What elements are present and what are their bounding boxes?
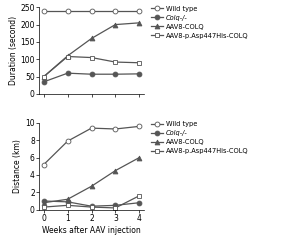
Y-axis label: Distance (km): Distance (km) [14, 139, 22, 193]
X-axis label: Weeks after AAV injection: Weeks after AAV injection [42, 226, 141, 235]
Y-axis label: Duration (second): Duration (second) [9, 16, 18, 85]
Legend: Wild type, Colq-/-, AAV8-COLQ, AAV8-p.Asp447His-COLQ: Wild type, Colq-/-, AAV8-COLQ, AAV8-p.As… [148, 3, 251, 41]
Legend: Wild type, Colq-/-, AAV8-COLQ, AAV8-p.Asp447His-COLQ: Wild type, Colq-/-, AAV8-COLQ, AAV8-p.As… [148, 119, 251, 157]
